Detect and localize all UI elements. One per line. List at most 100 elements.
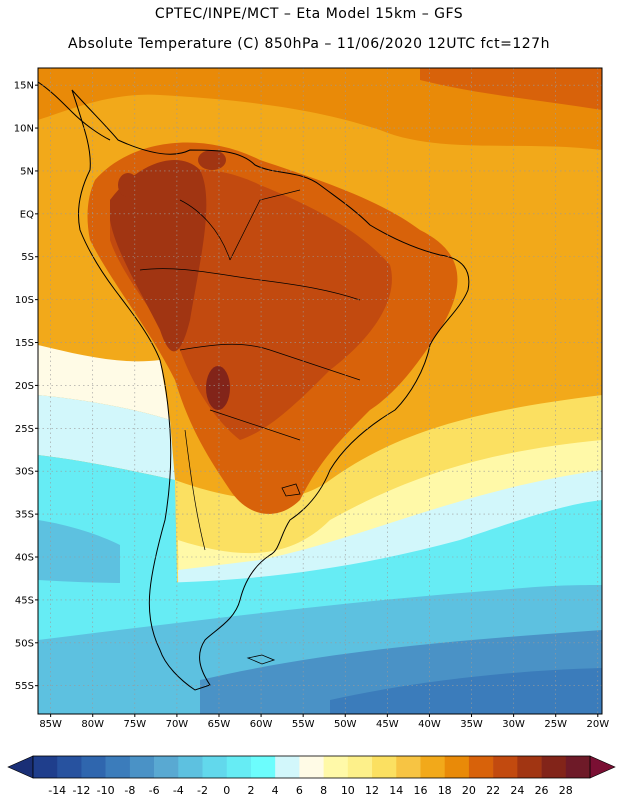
colorbar-swatch	[250, 756, 276, 778]
lat-label-10s: 10S	[15, 295, 34, 306]
lat-label-25s: 25S	[15, 424, 34, 435]
lat-label-45s: 45S	[15, 595, 34, 606]
lat-label-15s: 15S	[15, 338, 34, 349]
lon-label-35w: 35W	[460, 719, 483, 730]
border-line-5	[229, 189, 301, 261]
colorbar-label: 28	[559, 784, 573, 797]
lon-label-60w: 60W	[250, 719, 273, 730]
colorbar-swatch	[178, 756, 203, 778]
colorbar-swatch	[105, 756, 131, 778]
lon-label-25w: 25W	[544, 719, 567, 730]
lon-label-40w: 40W	[418, 719, 441, 730]
continent-outline	[71, 89, 470, 691]
lat-label-15n: 15N	[14, 81, 34, 92]
border-line-4	[179, 199, 231, 261]
colorbar-label: -4	[173, 784, 184, 797]
colorbar-swatch	[541, 756, 567, 778]
lon-label-70w: 70W	[166, 719, 189, 730]
lat-label-40s: 40S	[15, 553, 34, 564]
lat-label-35s: 35S	[15, 510, 34, 521]
longitude-labels: 85W 80W 75W 70W 65W 60W 55W 50W 45W 40W 35W 30W 25W 2…	[39, 714, 609, 730]
lon-label-45w: 45W	[376, 719, 399, 730]
border-line-3	[209, 409, 301, 441]
lat-label-5s: 5S	[21, 252, 34, 263]
field-venezuela-hot	[198, 150, 226, 170]
falklands-outline	[246, 654, 276, 665]
latitude-labels: 15N 10N 5N EQ 5S 10S 15S 20S 25S 30S 35S 40S 45S 50S 5…	[14, 81, 38, 692]
colorbar-frame	[32, 755, 591, 779]
colorbar-swatch	[299, 756, 324, 778]
map-area	[38, 68, 602, 714]
colorbar-label: -12	[72, 784, 90, 797]
colorbar-label: 22	[486, 784, 500, 797]
colorbar-label: 0	[223, 784, 230, 797]
colorbar: -14 -12 -10 -8 -6 -4 -2 0 2 4 6 8 10 12 14 16 18 20 22 24 26…	[7, 755, 616, 797]
colorbar-label: 10	[341, 784, 355, 797]
colorbar-swatch	[347, 756, 373, 778]
field-chaco-hotspot	[206, 366, 230, 410]
colorbar-swatch	[154, 756, 179, 778]
colorbar-label: -8	[124, 784, 135, 797]
colorbar-swatch	[468, 756, 494, 778]
colorbar-label: 2	[247, 784, 254, 797]
lat-label-10n: 10N	[14, 124, 34, 135]
lon-label-85w: 85W	[39, 719, 62, 730]
lon-label-20w: 20W	[586, 719, 609, 730]
field-north-east-darkorange	[420, 68, 602, 110]
colorbar-label: -10	[97, 784, 115, 797]
field-pacific-cream	[38, 345, 170, 420]
lon-label-30w: 30W	[502, 719, 525, 730]
title-line-1: CPTEC/INPE/MCT – Eta Model 15km – GFS	[154, 6, 464, 22]
colorbar-swatch	[420, 756, 445, 778]
colorbar-label: 6	[296, 784, 303, 797]
lon-label-55w: 55W	[292, 719, 315, 730]
field-south-deepestblue	[330, 668, 602, 714]
colorbar-swatch	[444, 756, 470, 778]
lon-label-75w: 75W	[123, 719, 146, 730]
colorbar-label: 4	[272, 784, 279, 797]
colorbar-label: -2	[197, 784, 208, 797]
lon-label-65w: 65W	[208, 719, 231, 730]
colorbar-swatch	[129, 756, 155, 778]
field-pacific-palecyan	[38, 395, 175, 480]
colorbar-label: 14	[389, 784, 403, 797]
border-line-1	[139, 268, 361, 301]
lat-label-5n: 5N	[20, 166, 34, 177]
colorbar-swatch	[81, 756, 106, 778]
title-line-2: Absolute Temperature (C) 850hPa – 11/06/…	[68, 36, 550, 52]
colorbar-label: 26	[535, 784, 549, 797]
colorbar-swatch	[396, 756, 421, 778]
colorbar-swatch	[565, 756, 591, 778]
colorbar-swatch	[517, 756, 542, 778]
colorbar-label: 12	[365, 784, 379, 797]
colorbar-swatch	[202, 756, 228, 778]
colorbar-label: 8	[320, 784, 327, 797]
lat-label-20s: 20S	[15, 381, 34, 392]
colorbar-label: 16	[413, 784, 427, 797]
lon-label-80w: 80W	[81, 719, 104, 730]
colorbar-swatch	[33, 756, 58, 778]
colorbar-swatch	[493, 756, 518, 778]
colorbar-label: 20	[462, 784, 476, 797]
colorbar-swatch	[57, 756, 82, 778]
lon-label-50w: 50W	[334, 719, 357, 730]
colorbar-cap-right	[589, 755, 616, 779]
lat-label-eq: EQ	[20, 209, 34, 220]
colorbar-swatch	[372, 756, 397, 778]
lat-label-50s: 50S	[15, 638, 34, 649]
lagoon-outline	[281, 483, 301, 497]
lat-label-55s: 55S	[15, 681, 34, 692]
map-frame	[37, 67, 603, 715]
field-andes-deepred	[110, 160, 207, 352]
colorbar-label: 18	[438, 784, 452, 797]
colorbar-swatch	[275, 756, 300, 778]
colorbar-cap-left	[7, 755, 34, 779]
lat-label-30s: 30S	[15, 467, 34, 478]
border-line-6	[184, 429, 206, 551]
colorbar-label: -6	[149, 784, 160, 797]
colorbar-label: -14	[48, 784, 66, 797]
border-line-2	[179, 343, 361, 381]
central-america-outline	[38, 81, 111, 141]
colorbar-swatch	[226, 756, 252, 778]
